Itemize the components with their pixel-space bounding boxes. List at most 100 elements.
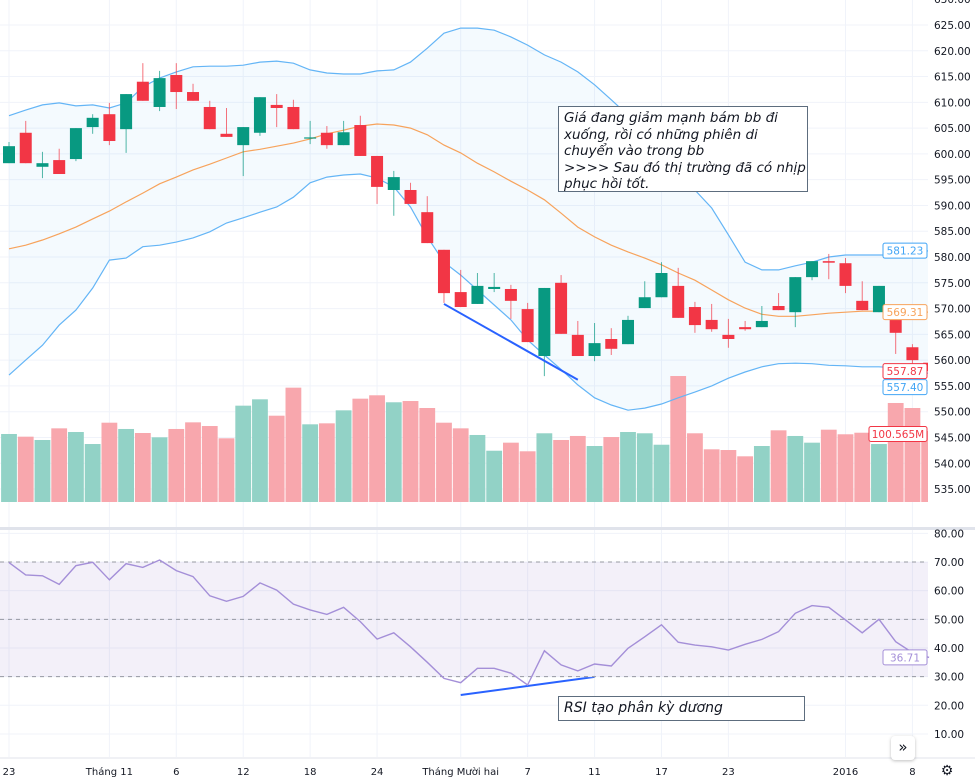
candle[interactable] [3, 142, 15, 164]
candle-body [253, 97, 266, 133]
volume-bar [837, 434, 854, 502]
candle-body [36, 163, 49, 167]
volume-bar [486, 450, 503, 502]
candle[interactable] [337, 120, 350, 146]
candle[interactable] [304, 120, 317, 145]
price-tick-label: 585.00 [934, 226, 971, 238]
candle[interactable] [789, 277, 802, 328]
candle[interactable] [437, 249, 450, 303]
time-tick-label: Tháng Mười hai [421, 766, 499, 778]
candle[interactable] [822, 253, 835, 280]
candle-body [488, 286, 501, 289]
volume-bar [670, 376, 687, 502]
candle[interactable] [170, 63, 183, 110]
candle[interactable] [86, 114, 99, 134]
note-line: phục hồi tốt. [564, 176, 650, 192]
candle-body [806, 261, 819, 278]
candle[interactable] [588, 323, 601, 362]
volume-bar [620, 432, 636, 502]
last-value-tag: 581.23 [882, 242, 928, 259]
candle[interactable] [806, 261, 819, 281]
candle[interactable] [705, 303, 718, 332]
candle[interactable] [270, 94, 283, 128]
volume-bar [268, 415, 285, 502]
candle[interactable] [856, 281, 869, 311]
candle[interactable] [488, 273, 501, 293]
candle[interactable] [421, 196, 434, 244]
candle[interactable] [287, 99, 300, 130]
candle[interactable] [605, 328, 618, 355]
rsi-tick-label: 10.00 [934, 729, 964, 741]
price-tick-label: 615.00 [934, 72, 971, 84]
price-annotation-note[interactable]: Giá đang giảm mạnh bám bb đi xuống, rồi … [558, 106, 808, 192]
candle[interactable] [504, 284, 517, 319]
candle[interactable] [36, 151, 49, 179]
rsi-annotation-note[interactable]: RSI tạo phân kỳ dương [558, 696, 805, 721]
candle-body [705, 319, 718, 330]
candle[interactable] [471, 273, 484, 304]
candle[interactable] [672, 267, 685, 318]
price-pane[interactable] [0, 0, 937, 502]
candle[interactable] [187, 83, 200, 101]
tag-box [882, 649, 928, 666]
candle[interactable] [521, 302, 534, 343]
candle[interactable] [722, 318, 735, 348]
scroll-to-latest-button[interactable]: » [891, 736, 915, 760]
candle[interactable] [69, 128, 82, 162]
candle-body [622, 319, 635, 345]
candle[interactable] [454, 269, 467, 308]
candle[interactable] [253, 97, 266, 136]
last-value-tag: 557.40 [882, 379, 928, 396]
candle[interactable] [739, 320, 752, 331]
candle[interactable] [555, 275, 568, 334]
candle[interactable] [136, 63, 149, 101]
candle[interactable] [387, 170, 400, 216]
candle[interactable] [655, 262, 668, 298]
candle[interactable] [220, 108, 233, 137]
candle-body [203, 106, 216, 130]
time-tick-label: 12 [237, 767, 250, 778]
candle[interactable] [153, 70, 166, 112]
candle[interactable] [638, 281, 651, 309]
candle-body [672, 285, 685, 318]
volume-bar [218, 438, 235, 502]
volume-bar [151, 437, 168, 502]
candle[interactable] [120, 94, 133, 153]
candle[interactable] [622, 315, 635, 345]
candle[interactable] [371, 155, 384, 204]
volume-bar [17, 436, 34, 502]
price-tick-label: 540.00 [934, 458, 971, 470]
candle[interactable] [19, 120, 32, 164]
candle-body [404, 189, 417, 204]
candle-body [454, 292, 467, 308]
price-trendline[interactable] [443, 303, 579, 381]
candle-body [421, 212, 434, 244]
rsi-trendline[interactable] [460, 675, 595, 696]
candle[interactable] [320, 126, 333, 149]
candle[interactable] [755, 306, 768, 328]
candle[interactable] [237, 127, 250, 177]
candle[interactable] [872, 285, 885, 313]
candle-body [722, 334, 735, 340]
candle[interactable] [404, 182, 417, 204]
candle[interactable] [772, 293, 785, 311]
candle[interactable] [103, 102, 116, 146]
volume-bar [318, 423, 335, 502]
candle[interactable] [203, 100, 216, 130]
candle-body [638, 297, 651, 309]
candle[interactable] [839, 258, 852, 294]
pane-separator[interactable] [0, 527, 975, 530]
volume-bar [871, 444, 887, 502]
candle[interactable] [571, 320, 584, 357]
candle[interactable] [354, 115, 367, 156]
candle[interactable] [688, 301, 701, 333]
volume-bar [921, 430, 928, 502]
settings-gear-icon[interactable]: ⚙ [940, 763, 954, 779]
volume-bar [703, 449, 720, 502]
volume-bar [720, 450, 737, 502]
candle-body [789, 277, 802, 313]
price-tick-label: 620.00 [934, 46, 971, 58]
candle[interactable] [53, 148, 66, 175]
volume-bar [804, 442, 820, 502]
